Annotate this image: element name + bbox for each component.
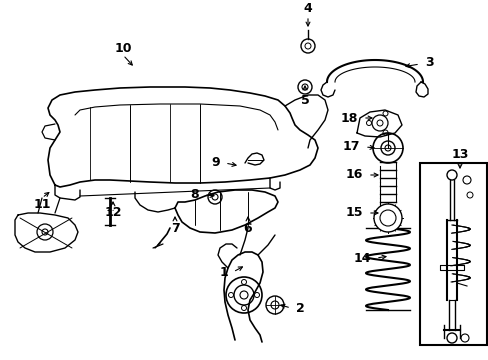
Text: 3: 3 xyxy=(424,55,433,68)
Text: 5: 5 xyxy=(300,94,309,107)
Text: 17: 17 xyxy=(342,140,359,153)
Text: 15: 15 xyxy=(345,207,362,220)
Text: 10: 10 xyxy=(114,41,131,54)
Circle shape xyxy=(373,204,401,232)
Text: 16: 16 xyxy=(345,168,362,181)
Text: 13: 13 xyxy=(450,148,468,162)
Text: 14: 14 xyxy=(353,252,370,265)
Bar xyxy=(419,163,486,345)
Text: 8: 8 xyxy=(190,189,199,202)
Text: 12: 12 xyxy=(104,207,122,220)
Text: 1: 1 xyxy=(219,266,227,279)
Text: 9: 9 xyxy=(211,157,220,170)
Text: 11: 11 xyxy=(33,198,51,211)
Text: 18: 18 xyxy=(340,112,357,125)
Text: 7: 7 xyxy=(170,221,179,234)
Text: 6: 6 xyxy=(243,221,252,234)
Text: 2: 2 xyxy=(295,302,304,315)
Text: 4: 4 xyxy=(303,1,312,14)
